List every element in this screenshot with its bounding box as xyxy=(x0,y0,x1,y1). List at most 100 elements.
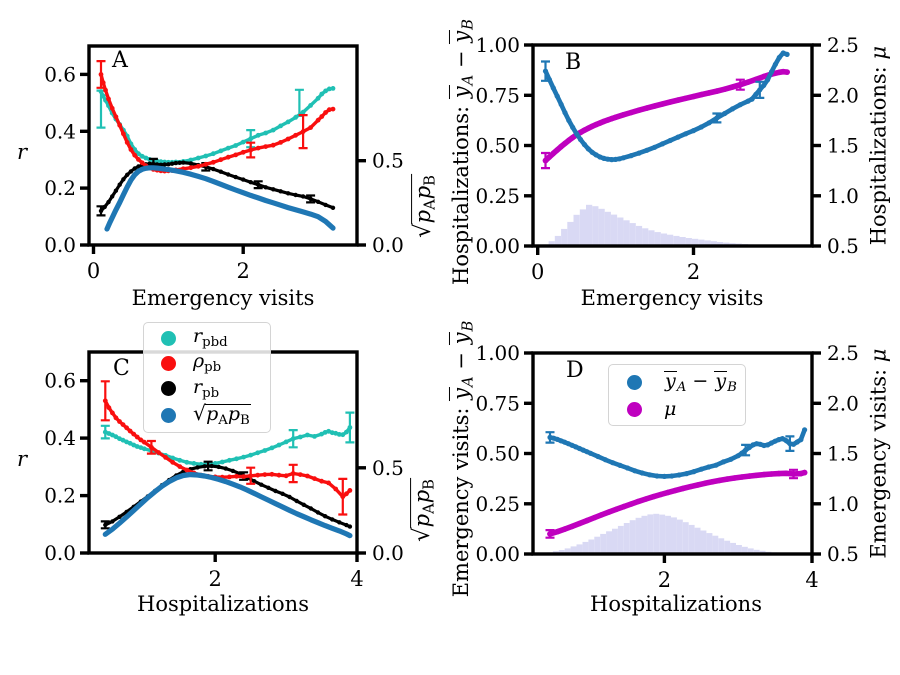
y-tick-label-right: 2.5 xyxy=(827,33,859,57)
math-piece: A xyxy=(459,74,477,86)
data-point-r_pbd xyxy=(134,444,140,449)
data-point-r_pbd xyxy=(255,132,261,138)
y-tick-label-left: 0.6 xyxy=(44,369,76,393)
math-piece: A xyxy=(459,376,477,387)
math-piece: Hospitalizations: xyxy=(866,59,891,246)
data-point-r_pbd xyxy=(326,86,332,92)
histogram-bar xyxy=(592,206,599,246)
math-piece: y xyxy=(448,387,473,400)
data-point-mu xyxy=(724,476,730,482)
data-point-ydiff xyxy=(729,106,736,112)
legend-item: yA − yB xyxy=(609,369,745,394)
data-point-mu xyxy=(612,114,619,121)
data-point-rho_pb xyxy=(106,96,111,102)
data-point-mu xyxy=(680,485,686,492)
data-point-r_pb xyxy=(233,174,238,180)
data-point-mu xyxy=(620,112,627,118)
data-point-mu xyxy=(698,91,705,98)
data-point-rho_pb xyxy=(124,140,130,145)
data-point-r_pbd xyxy=(300,109,306,115)
data-point-mu xyxy=(591,514,598,521)
histogram-bar xyxy=(604,211,611,246)
y-tick-label-right: 1.0 xyxy=(827,492,859,516)
data-point-r_pbd xyxy=(241,454,247,460)
data-point-ydiff xyxy=(768,69,775,75)
math-piece: p xyxy=(410,513,435,528)
data-point-r_pb xyxy=(344,522,349,528)
data-point-rho_pb xyxy=(127,428,133,434)
data-point-rho_pb xyxy=(326,480,331,486)
data-point-mu xyxy=(561,526,568,532)
data-point-r_pbd xyxy=(283,439,289,445)
data-point-ydiff xyxy=(588,450,594,456)
data-point-rho_pb xyxy=(255,145,261,151)
histogram-bar xyxy=(612,528,618,554)
series-r_pb xyxy=(103,464,352,529)
y-tick-label-right: 1.5 xyxy=(827,442,859,466)
histogram-bar xyxy=(548,241,555,246)
data-point-mu xyxy=(760,73,767,80)
data-point-rho_pb xyxy=(110,410,115,416)
data-point-mu xyxy=(672,487,679,494)
data-point-r_pb xyxy=(125,172,130,177)
data-point-mu xyxy=(566,137,572,144)
data-point-rho_pb xyxy=(323,110,328,115)
error-bar-rho_pb xyxy=(246,141,256,159)
data-point-r_pb xyxy=(287,494,292,500)
x-tick-label: 2 xyxy=(237,259,250,283)
math-piece: √ xyxy=(410,223,437,238)
data-point-ydiff xyxy=(728,456,734,462)
data-point-rho_pb xyxy=(305,473,310,479)
histogram-bar xyxy=(582,541,589,554)
data-point-r_pbd xyxy=(330,86,336,91)
histogram-bar xyxy=(561,228,568,246)
data-point-mu xyxy=(675,97,681,103)
histogram-bar xyxy=(730,542,736,554)
math-piece: B xyxy=(459,320,477,332)
data-point-rho_pb xyxy=(319,478,324,484)
data-point-r_pbd xyxy=(120,437,126,443)
legend-marker-cyan xyxy=(161,331,176,347)
histogram-bar xyxy=(671,517,677,554)
error-bar-rho_pb xyxy=(100,380,110,422)
legend-marker-magenta xyxy=(627,402,642,418)
error-bar-r_pbd xyxy=(100,424,110,440)
math-piece: y xyxy=(715,369,727,392)
data-point-r_pbd xyxy=(308,103,313,108)
histogram-bar xyxy=(654,232,661,246)
data-point-ydiff xyxy=(794,439,800,445)
y-tick-label-right: 0.5 xyxy=(827,542,859,566)
data-point-r_pbd xyxy=(234,456,239,462)
x-tick-label: 4 xyxy=(350,567,363,591)
histogram-bar xyxy=(588,539,595,554)
y-tick-label-right: 2.0 xyxy=(827,83,859,107)
data-point-r_pb xyxy=(117,514,122,519)
data-point-r_pbd xyxy=(297,434,303,440)
legend-item: √pApB xyxy=(144,402,270,428)
histogram-bar xyxy=(679,237,686,246)
data-point-mu xyxy=(694,482,701,488)
data-point-r_pb xyxy=(280,491,285,496)
histogram-bar xyxy=(688,524,695,554)
histogram-bar xyxy=(623,523,630,554)
data-point-mu xyxy=(690,93,697,100)
histogram-bar xyxy=(617,217,624,246)
math-piece: B xyxy=(459,19,477,30)
data-point-r_pb xyxy=(278,189,283,194)
data-point-r_pb xyxy=(323,202,328,208)
y-tick-label-left: 0.75 xyxy=(475,83,520,107)
data-point-ydiff xyxy=(558,101,564,107)
data-point-r_pbd xyxy=(218,148,224,154)
data-point-r_pb xyxy=(248,180,253,185)
panel-D-plot-area xyxy=(545,427,808,554)
math-piece: A xyxy=(218,412,228,428)
error-bar-r_pb xyxy=(203,460,213,472)
data-point-r_pb xyxy=(315,199,321,204)
histogram-bar xyxy=(629,223,636,246)
histogram-bar xyxy=(724,540,731,554)
error-bar-r_pb xyxy=(100,520,110,530)
data-point-rho_pb xyxy=(233,152,239,158)
data-point-mu xyxy=(562,140,568,147)
y-tick-label-left: 0.25 xyxy=(475,492,520,516)
data-point-r_pbd xyxy=(262,448,268,453)
